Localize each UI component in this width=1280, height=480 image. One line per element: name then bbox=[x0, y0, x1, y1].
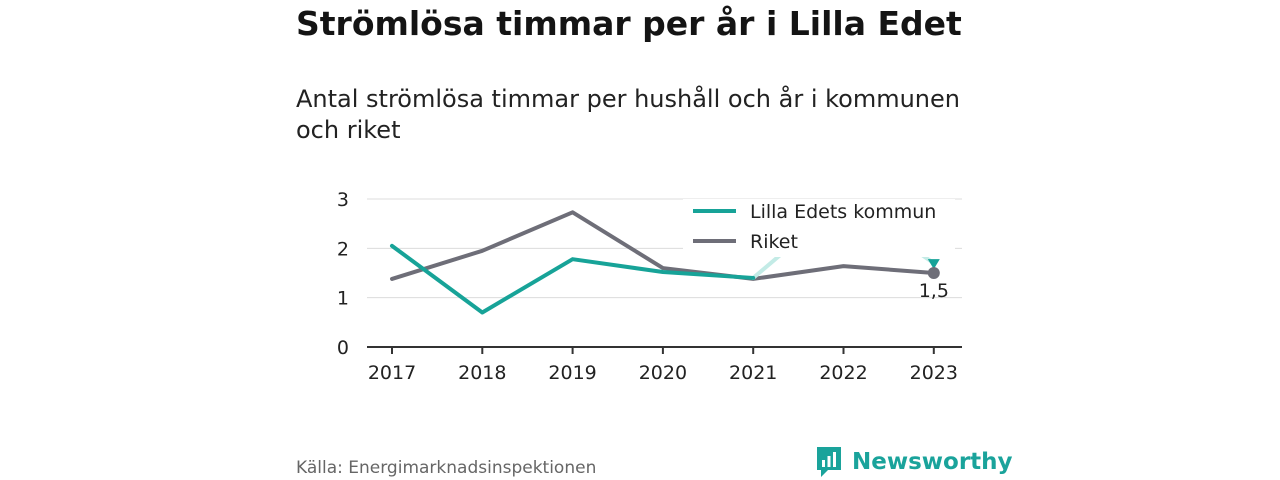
series-line-lilla-edet bbox=[390, 243, 756, 315]
series-end-marker-riket bbox=[927, 267, 940, 279]
source-note: Källa: Energimarknadsinspektionen bbox=[296, 458, 597, 478]
x-tick-label: 2020 bbox=[639, 362, 687, 384]
y-tick-label: 0 bbox=[337, 337, 349, 359]
chart-title: Strömlösa timmar per år i Lilla Edet bbox=[296, 4, 962, 43]
newsworthy-logo-icon bbox=[817, 447, 841, 477]
x-tick-label: 2019 bbox=[548, 362, 596, 384]
x-tick-label: 2021 bbox=[729, 362, 777, 384]
y-tick-label: 2 bbox=[337, 238, 349, 260]
brand-name: Newsworthy bbox=[852, 449, 1013, 475]
legend-label: Riket bbox=[750, 231, 798, 253]
legend-background bbox=[683, 199, 955, 257]
chart-subtitle: Antal strömlösa timmar per hushåll och å… bbox=[296, 85, 960, 144]
x-tick-label: 2018 bbox=[458, 362, 506, 384]
brand-logo: Newsworthy bbox=[815, 445, 1013, 479]
legend-label: Lilla Edets kommun bbox=[750, 201, 936, 223]
x-tick-label: 2022 bbox=[819, 362, 867, 384]
y-tick-label: 1 bbox=[337, 288, 349, 310]
x-tick-label: 2017 bbox=[368, 362, 416, 384]
series-line-riket bbox=[390, 210, 936, 281]
x-tick-label: 2023 bbox=[910, 362, 958, 384]
y-tick-label: 3 bbox=[337, 189, 349, 211]
series-end-marker-lilla-edet bbox=[927, 259, 940, 270]
data-label-riket: 1,5 bbox=[919, 280, 949, 302]
